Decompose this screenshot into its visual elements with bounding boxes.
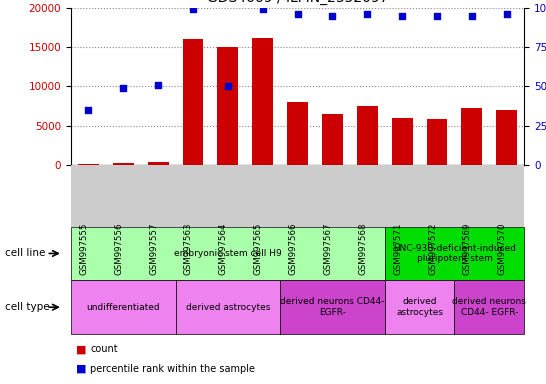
Text: derived astrocytes: derived astrocytes [186, 303, 270, 312]
Point [223, 83, 232, 89]
Point [84, 107, 93, 113]
Bar [426, 119, 448, 165]
Bar [461, 108, 482, 165]
Text: GSM997555: GSM997555 [79, 223, 88, 275]
Text: undifferentiated: undifferentiated [86, 303, 160, 312]
Bar [357, 106, 378, 165]
Text: derived neurons
CD44- EGFR-: derived neurons CD44- EGFR- [453, 298, 526, 317]
Text: UNC-93B-deficient-induced
pluripotent stem: UNC-93B-deficient-induced pluripotent st… [393, 244, 516, 263]
Point [502, 11, 511, 17]
Text: cell line: cell line [5, 248, 46, 258]
Text: GSM997569: GSM997569 [463, 223, 472, 275]
Point [119, 85, 128, 91]
Bar [322, 114, 343, 165]
Text: derived neurons CD44-
EGFR-: derived neurons CD44- EGFR- [280, 298, 384, 317]
Point [328, 13, 337, 19]
Text: ■: ■ [76, 364, 87, 374]
Text: percentile rank within the sample: percentile rank within the sample [90, 364, 255, 374]
Text: GSM997568: GSM997568 [358, 223, 367, 275]
Text: GSM997570: GSM997570 [498, 223, 507, 275]
Point [398, 13, 407, 19]
Bar [496, 110, 517, 165]
Bar [252, 38, 273, 165]
Text: GSM997556: GSM997556 [114, 223, 123, 275]
Point [154, 82, 163, 88]
Text: derived
astrocytes: derived astrocytes [396, 298, 443, 317]
Text: GSM997566: GSM997566 [289, 223, 298, 275]
Text: count: count [90, 344, 118, 354]
Text: GSM997557: GSM997557 [149, 223, 158, 275]
Text: GSM997572: GSM997572 [428, 223, 437, 275]
Bar [147, 162, 169, 165]
Point [258, 6, 267, 12]
Point [188, 6, 197, 12]
Bar [78, 164, 99, 165]
Text: cell type: cell type [5, 302, 50, 312]
Title: GDS4669 / ILMN_2352097: GDS4669 / ILMN_2352097 [207, 0, 388, 5]
Point [467, 13, 476, 19]
Bar [113, 163, 134, 165]
Text: embryonic stem cell H9: embryonic stem cell H9 [174, 249, 282, 258]
Text: GSM997571: GSM997571 [393, 223, 402, 275]
Text: GSM997565: GSM997565 [254, 223, 263, 275]
Text: GSM997564: GSM997564 [219, 223, 228, 275]
Point [432, 13, 441, 19]
Bar [287, 102, 308, 165]
Bar [391, 118, 413, 165]
Point [363, 11, 372, 17]
Text: GSM997563: GSM997563 [184, 223, 193, 275]
Text: GSM997567: GSM997567 [323, 223, 333, 275]
Bar [182, 39, 204, 165]
Bar [217, 47, 238, 165]
Point [293, 11, 302, 17]
Text: ■: ■ [76, 344, 87, 354]
